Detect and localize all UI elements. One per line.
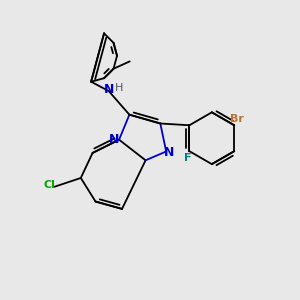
Text: Br: Br <box>230 114 244 124</box>
Text: N: N <box>164 146 174 159</box>
Text: N: N <box>104 83 115 96</box>
Text: H: H <box>115 83 123 93</box>
Text: Cl: Cl <box>44 180 56 190</box>
Text: F: F <box>184 153 192 163</box>
Text: N: N <box>109 133 119 146</box>
